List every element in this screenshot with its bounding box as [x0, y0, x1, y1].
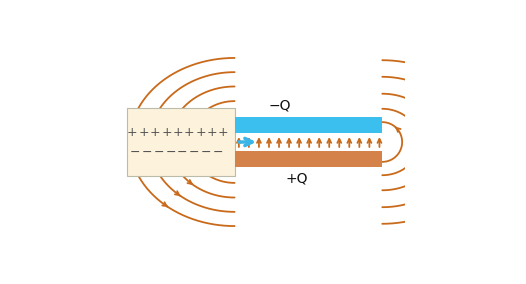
Text: +: + [184, 126, 195, 139]
Text: −: − [130, 145, 140, 158]
Text: −: − [200, 145, 211, 158]
Text: −: − [165, 145, 176, 158]
Text: −: − [154, 145, 164, 158]
Text: +: + [138, 126, 149, 139]
Text: +: + [195, 126, 206, 139]
Text: −: − [213, 145, 223, 158]
Text: −: − [141, 145, 152, 158]
Bar [235, 117, 382, 133]
Text: +: + [218, 126, 229, 139]
Text: +: + [173, 126, 183, 139]
Text: −: − [189, 145, 199, 158]
Bar [127, 108, 235, 176]
Text: −Q: −Q [269, 99, 291, 113]
Text: +: + [207, 126, 217, 139]
Text: +: + [161, 126, 172, 139]
Text: +Q: +Q [286, 171, 308, 185]
Text: −: − [177, 145, 187, 158]
Bar [235, 151, 382, 167]
Text: +: + [127, 126, 138, 139]
Text: +: + [150, 126, 160, 139]
